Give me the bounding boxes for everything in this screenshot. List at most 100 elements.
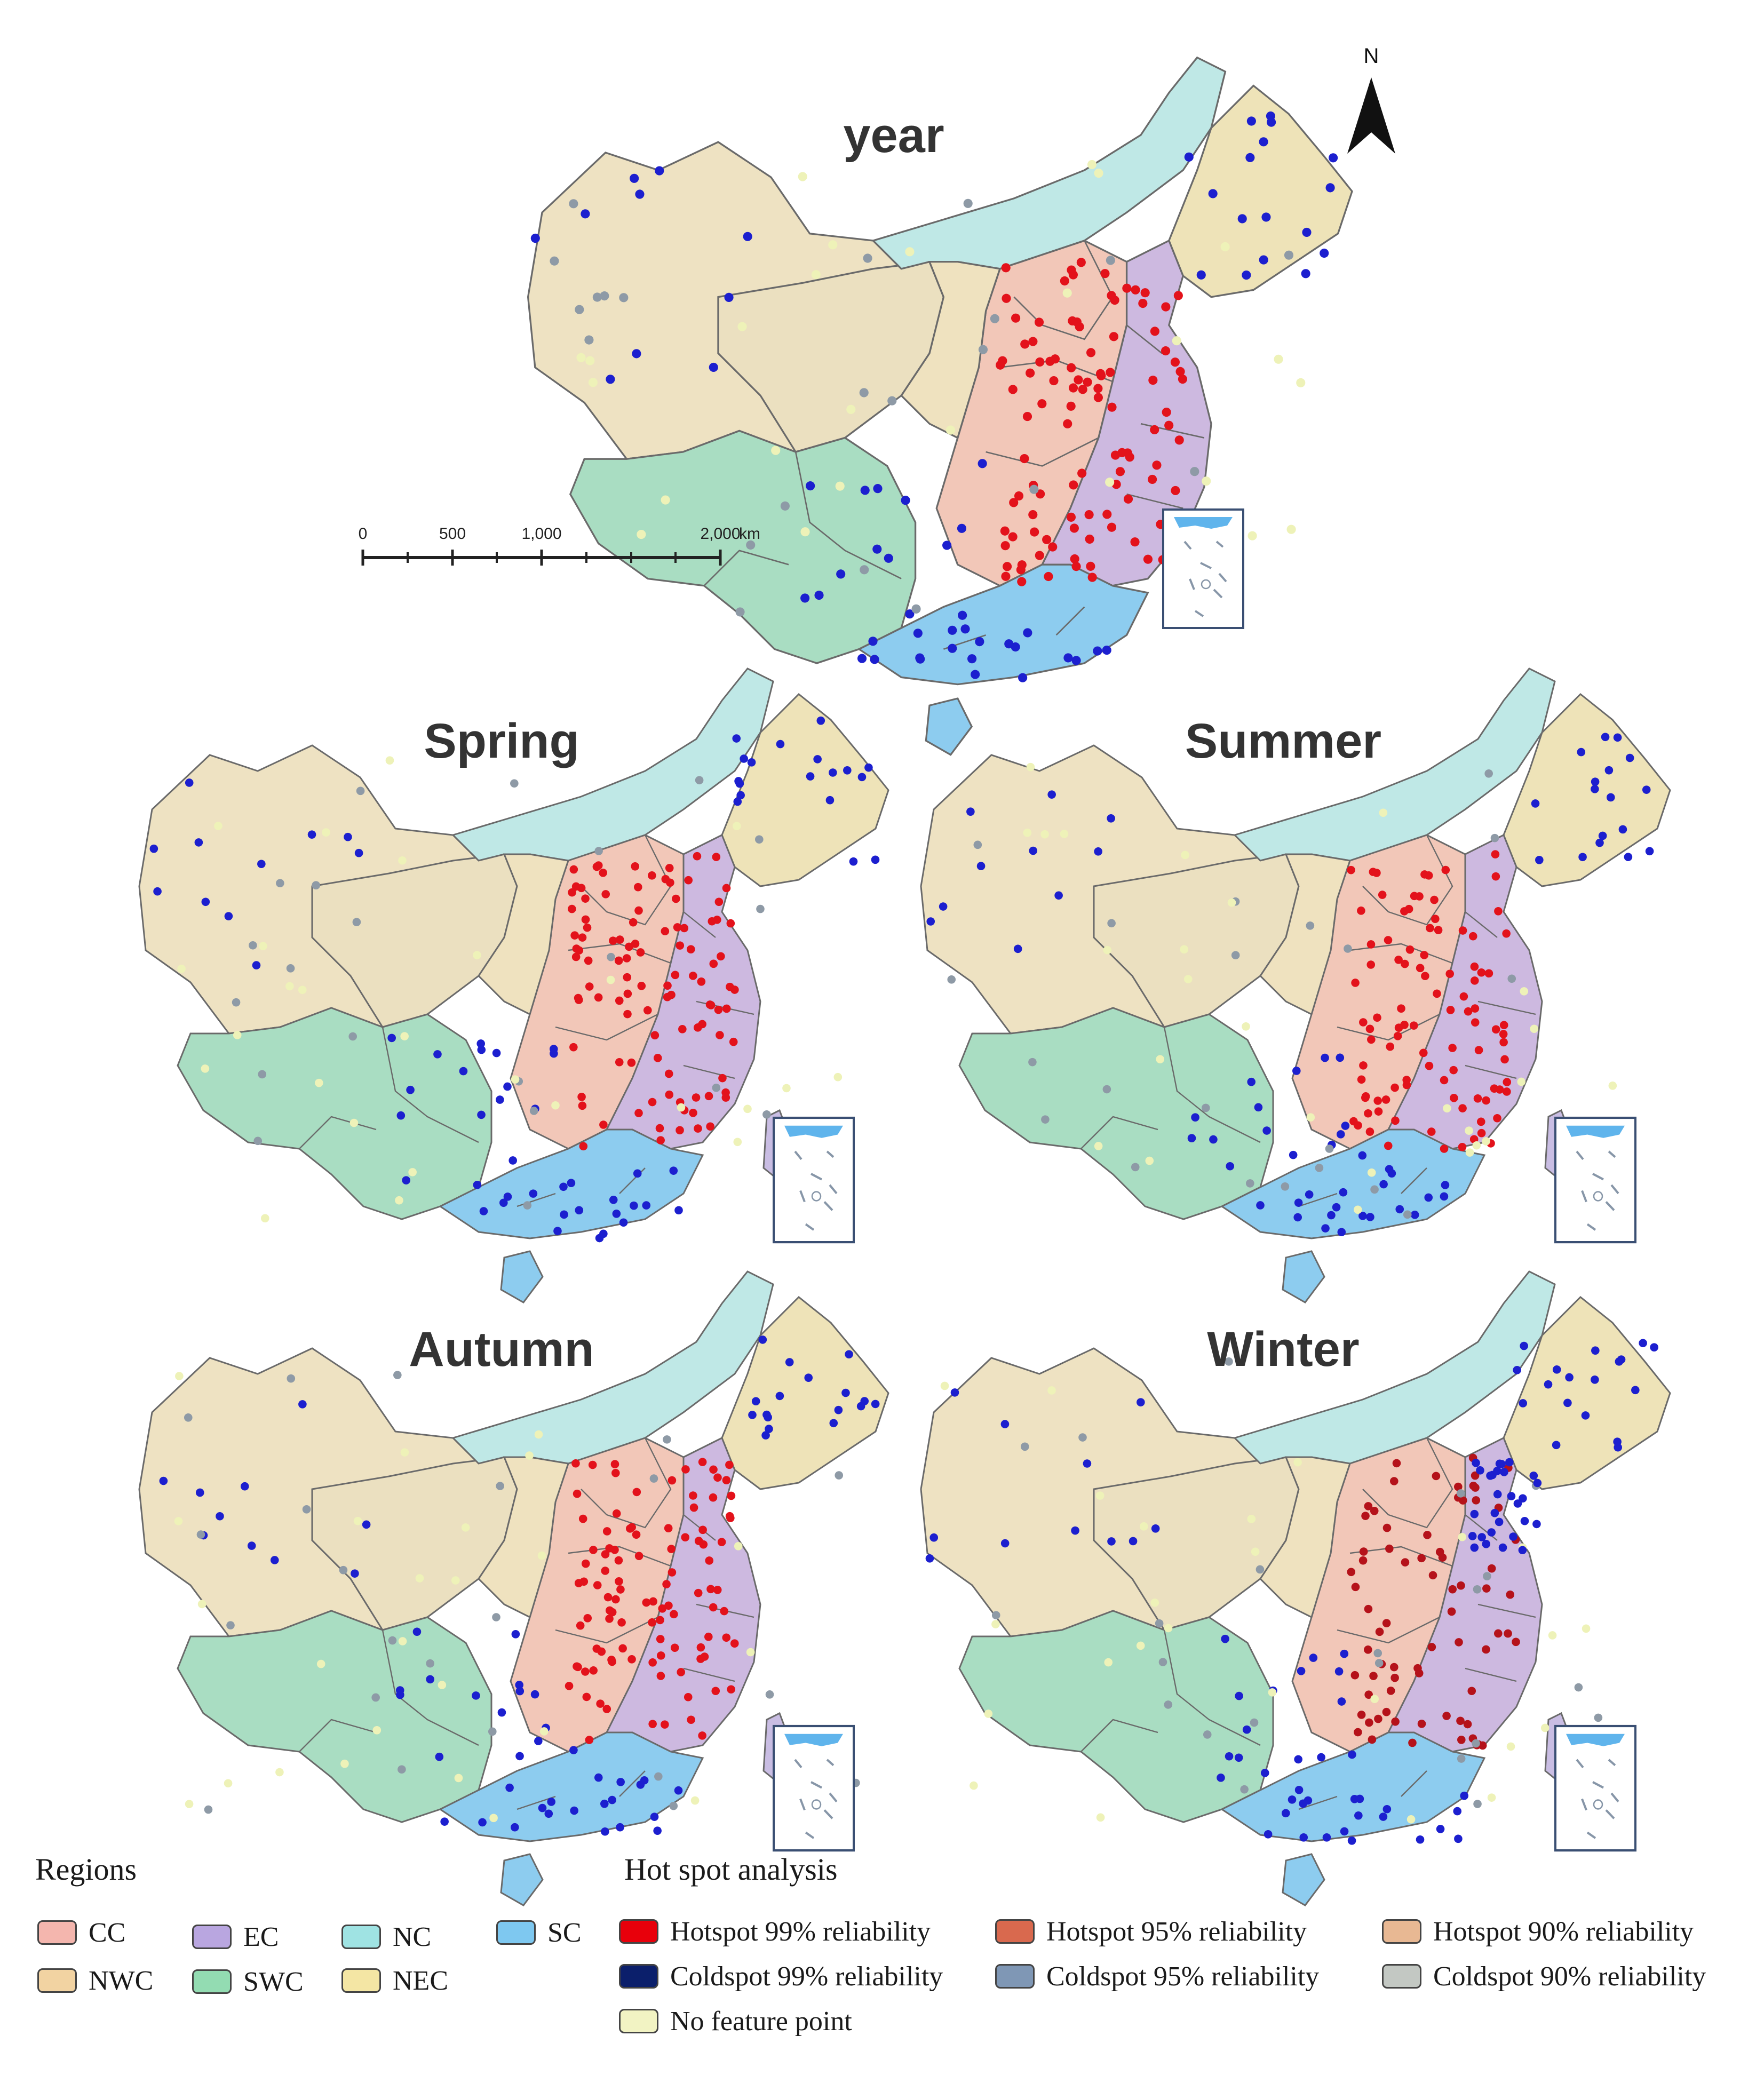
- city-point: [960, 624, 970, 634]
- city-point: [1499, 1021, 1508, 1030]
- city-point: [1256, 1565, 1265, 1574]
- city-point: [1083, 377, 1092, 387]
- city-point: [664, 1524, 673, 1532]
- city-point: [746, 1648, 755, 1657]
- city-point: [473, 1181, 482, 1189]
- city-point: [1115, 467, 1125, 476]
- city-point: [1034, 317, 1044, 327]
- city-point: [622, 954, 631, 963]
- city-point: [1482, 1137, 1490, 1146]
- city-point: [667, 990, 676, 999]
- city-point: [1467, 1687, 1476, 1696]
- city-point: [385, 756, 394, 765]
- city-point: [706, 1585, 715, 1594]
- city-point: [492, 1048, 501, 1058]
- city-point: [1513, 1366, 1521, 1374]
- city-point: [689, 1491, 697, 1500]
- city-point: [664, 1601, 673, 1610]
- city-point: [515, 1752, 524, 1761]
- city-point: [201, 897, 210, 907]
- city-point: [402, 1176, 410, 1184]
- legend-item-sc: SC: [496, 1915, 582, 1950]
- legend-label-nwc: NWC: [89, 1965, 154, 1996]
- city-point: [473, 951, 481, 959]
- city-point: [693, 852, 702, 861]
- city-point: [1226, 1162, 1235, 1171]
- city-point: [806, 772, 815, 781]
- city-point: [722, 1004, 731, 1013]
- city-point: [648, 1098, 657, 1107]
- map-panel-year: [527, 57, 1353, 756]
- city-point: [1358, 1151, 1367, 1160]
- city-point: [408, 1168, 417, 1176]
- city-point: [1148, 376, 1158, 385]
- city-point: [1578, 853, 1587, 862]
- city-point: [1497, 1460, 1506, 1468]
- city-point: [523, 1201, 532, 1210]
- city-point: [684, 876, 693, 885]
- city-point: [1107, 814, 1115, 823]
- city-point: [1349, 1117, 1358, 1126]
- city-point: [1070, 554, 1079, 564]
- city-point: [1433, 989, 1441, 998]
- city-point: [755, 835, 764, 844]
- city-point: [1499, 1038, 1508, 1047]
- city-point: [737, 322, 747, 331]
- city-point: [625, 942, 633, 951]
- city-point: [1365, 1024, 1374, 1033]
- city-point: [950, 1388, 959, 1397]
- city-point: [1390, 1673, 1399, 1682]
- city-point: [1129, 1537, 1138, 1546]
- city-point: [1469, 1481, 1478, 1490]
- scale-label-unit: km: [739, 525, 760, 543]
- city-point: [1618, 825, 1627, 834]
- panel-title-year: year: [843, 108, 944, 163]
- city-point: [716, 1031, 724, 1039]
- city-point: [1470, 962, 1479, 971]
- city-point: [1003, 562, 1012, 571]
- city-point: [1321, 1224, 1330, 1233]
- city-point: [1448, 1044, 1457, 1052]
- city-point: [681, 1533, 690, 1542]
- city-point: [1494, 1629, 1503, 1638]
- legend-swatch-cc: [37, 1920, 77, 1945]
- city-point: [488, 1727, 497, 1736]
- city-point: [1013, 944, 1022, 953]
- city-point: [1247, 1515, 1256, 1523]
- panel-title-winter: Winter: [1207, 1322, 1359, 1377]
- city-point: [529, 1189, 538, 1198]
- city-point: [1288, 1795, 1297, 1804]
- city-point: [650, 1812, 659, 1821]
- city-point: [1294, 1755, 1302, 1764]
- city-point: [676, 941, 685, 950]
- city-point: [1254, 1103, 1263, 1112]
- city-point: [1470, 1509, 1479, 1518]
- city-point: [353, 1516, 362, 1525]
- city-point: [637, 982, 646, 990]
- city-point: [1259, 137, 1268, 147]
- city-point: [565, 1682, 574, 1690]
- city-point: [195, 1488, 204, 1497]
- city-point: [1509, 1532, 1517, 1541]
- city-point: [1260, 1769, 1269, 1777]
- city-point: [656, 1616, 664, 1625]
- city-point: [1382, 1619, 1391, 1627]
- inset-south-china-sea-spring: [774, 1118, 854, 1242]
- city-point: [692, 1093, 701, 1102]
- city-point: [1453, 1807, 1462, 1816]
- scale-label-0: 0: [359, 525, 368, 543]
- city-point: [1325, 183, 1335, 193]
- legend-swatch-ec: [192, 1925, 232, 1949]
- city-point: [1354, 1728, 1362, 1737]
- city-point: [388, 1636, 397, 1645]
- city-point: [1137, 1398, 1145, 1406]
- city-point: [1294, 1198, 1303, 1207]
- city-point: [1026, 368, 1035, 378]
- city-point: [634, 882, 642, 892]
- city-point: [1016, 565, 1026, 575]
- city-point: [459, 1067, 468, 1076]
- city-point: [668, 1568, 677, 1577]
- scale-label-2000: 2,000: [700, 525, 740, 543]
- city-point: [1164, 1700, 1173, 1709]
- city-point: [478, 1818, 487, 1827]
